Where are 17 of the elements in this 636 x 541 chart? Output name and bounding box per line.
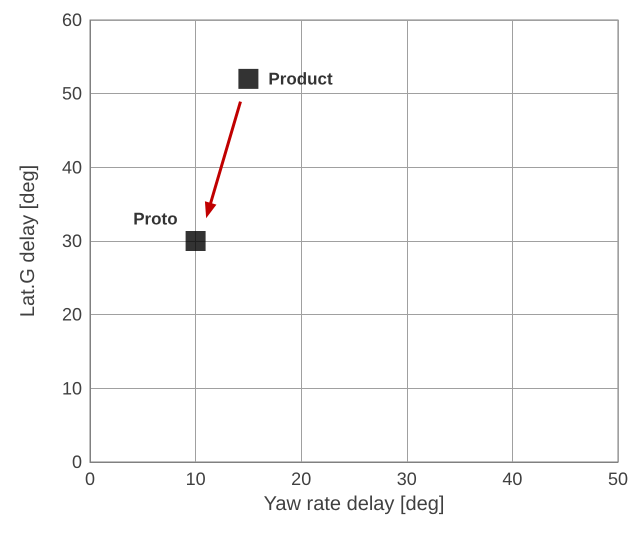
y-tick-label: 40 — [62, 157, 82, 178]
y-tick-label: 10 — [62, 378, 82, 398]
x-tick-label: 0 — [84, 469, 96, 489]
x-tick-label: 30 — [396, 469, 417, 489]
x-tick-label: 50 — [608, 469, 628, 489]
x-tick-label: 20 — [291, 469, 312, 489]
annotation: Product — [268, 69, 333, 88]
y-tick-label: 50 — [62, 84, 82, 104]
annotation: Proto — [133, 210, 178, 228]
y-tick-label: 20 — [62, 304, 82, 325]
x-axis-title: Yaw rate delay [deg] — [264, 493, 444, 515]
y-tick-label: 30 — [62, 231, 82, 251]
x-tick-label: 40 — [502, 469, 522, 489]
y-tick-label: 0 — [72, 452, 82, 472]
y-tick-label: 60 — [62, 10, 82, 30]
y-axis-title: Lat.G delay [deg] — [17, 164, 39, 318]
x-tick-label: 10 — [186, 469, 206, 489]
